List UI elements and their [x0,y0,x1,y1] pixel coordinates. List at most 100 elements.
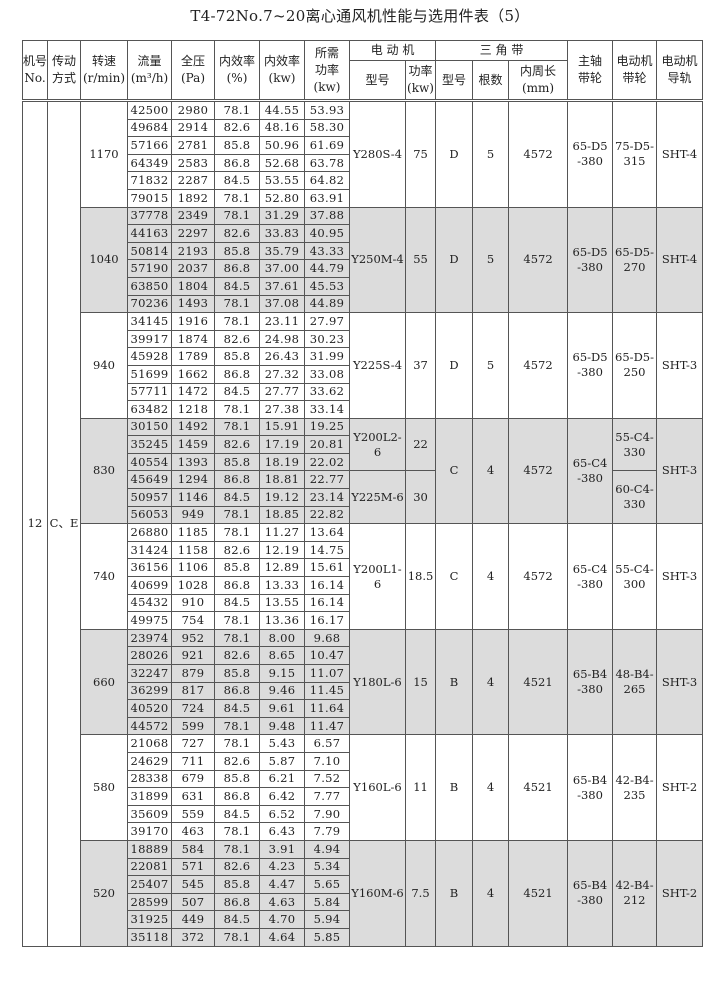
main-pulley-cell: 65-D5 -380 [567,100,614,208]
table-row: 49975 754 78.1 13.36 16.17 [23,611,703,630]
flow-cell: 36299 [127,681,172,701]
pressure-cell: 1393 [171,452,215,472]
eff-kw-cell: 6.21 [259,769,305,789]
eff-kw-cell: 37.61 [259,276,305,296]
flow-cell: 28026 [127,646,172,665]
header-motor-model: 型号 [349,60,406,101]
speed-cell: 940 [80,312,128,419]
required-power-cell: 11.47 [304,716,350,736]
required-power-cell: 23.14 [304,488,350,507]
motor-rail-cell: SHT-4 [656,100,704,208]
main-pulley-cell: 65-D5 -380 [567,206,614,314]
motor-pulley-cell: 65-D5- 270 [612,206,658,314]
required-power-cell: 30.23 [304,329,350,349]
motor-rail-cell: SHT-2 [656,734,704,841]
table-row: 35245 1459 82.6 17.19 20.81 [23,435,703,454]
flow-cell: 71832 [127,171,172,190]
pressure-cell: 724 [171,699,215,718]
belt-type-cell: B [435,628,474,736]
eff-pct-cell: 86.8 [214,892,260,912]
eff-pct-cell: 82.6 [214,857,260,877]
motor-rail-cell: SHT-3 [656,523,704,630]
pressure-cell: 679 [171,769,215,789]
flow-cell: 57166 [127,136,172,155]
pressure-cell: 1106 [171,558,215,578]
motor-power-cell: 37 [404,312,437,419]
required-power-cell: 33.08 [304,364,350,384]
eff-kw-cell: 27.77 [259,382,305,402]
pressure-cell: 2349 [171,206,215,226]
eff-pct-cell: 78.1 [214,611,260,630]
pressure-cell: 949 [171,505,215,525]
motor-model-cell: Y160M-6 [349,839,406,947]
motor-power-cell: 7.5 [404,839,437,947]
belt-count-cell: 4 [472,523,510,630]
eff-pct-cell: 85.8 [214,136,260,155]
required-power-cell: 11.64 [304,699,350,718]
belt-length-cell: 4572 [508,523,569,630]
eff-kw-cell: 26.43 [259,347,305,366]
eff-kw-cell: 33.83 [259,224,305,243]
required-power-cell: 16.14 [304,593,350,613]
eff-pct-cell: 82.6 [214,329,260,349]
motor-pulley-cell: 42-B4- 235 [612,734,658,841]
eff-kw-cell: 6.42 [259,787,305,806]
flow-cell: 40520 [127,699,172,718]
required-power-cell: 40.95 [304,224,350,243]
header-main-pulley: 主轴 带轮 [567,40,614,101]
eff-pct-cell: 78.1 [214,417,260,437]
required-power-cell: 9.68 [304,628,350,648]
eff-kw-cell: 9.46 [259,681,305,701]
table-row: 740 26880 1185 78.1 11.27 13.64 Y200L1-6 18.5 C 4… [23,523,704,630]
main-pulley-cell: 65-D5 -380 [567,312,614,419]
pressure-cell: 1916 [171,312,215,331]
flow-cell: 50814 [127,241,172,261]
flow-cell: 28599 [127,892,172,912]
eff-pct-cell: 85.8 [214,769,260,789]
eff-pct-cell: 78.1 [214,628,260,648]
motor-pulley-cell: 65-D5- 250 [612,312,658,419]
belt-length-cell: 4521 [508,628,569,736]
header-belt-length: 内周长 (mm) [508,60,569,101]
eff-kw-cell: 27.32 [259,364,305,384]
eff-kw-cell: 4.63 [259,892,305,912]
table-row: 830 30150 1492 78.1 15.91 19.25 Y200L2-6 22 C 4 45… [23,417,704,525]
eff-pct-cell: 84.5 [214,593,260,613]
table-row: 79015 1892 78.1 52.80 63.91 [23,188,703,208]
table-row: 49684 2914 82.6 48.16 58.30 [23,118,703,138]
pressure-cell: 1146 [171,488,215,507]
table-row: 22081 571 82.6 4.23 5.34 [23,857,703,877]
header-pressure: 全压 (Pa) [171,40,215,101]
header-drive: 传动 方式 [47,40,81,101]
required-power-cell: 44.89 [304,294,350,314]
eff-pct-cell: 85.8 [214,452,260,472]
eff-pct-cell: 84.5 [214,276,260,296]
motor-model-cell: Y200L1-6 [349,523,406,630]
eff-kw-cell: 52.68 [259,153,305,173]
eff-pct-cell: 78.1 [214,206,260,226]
required-power-cell: 63.78 [304,153,350,173]
eff-kw-cell: 44.55 [259,100,305,120]
required-power-cell: 63.91 [304,188,350,208]
required-power-cell: 22.02 [304,452,350,472]
pressure-cell: 1294 [171,470,215,490]
eff-pct-cell: 85.8 [214,875,260,894]
pressure-cell: 449 [171,910,215,929]
pressure-cell: 1492 [171,417,215,437]
eff-pct-cell: 86.8 [214,153,260,173]
flow-cell: 35118 [127,927,172,947]
table-row: 40554 1393 85.8 18.19 22.02 [23,452,703,472]
table-row: 660 23974 952 78.1 8.00 9.68 Y180L-6 15 B 4 4521 65… [23,628,704,736]
pressure-cell: 507 [171,892,215,912]
table-row: 39170 463 78.1 6.43 7.79 [23,822,703,841]
motor-model-cell: Y250M-4 [349,206,406,314]
pressure-cell: 463 [171,822,215,841]
table-row: 57190 2037 86.8 37.00 44.79 [23,259,703,278]
motor-power-cell: 30 [404,470,437,525]
motor-rail-cell: SHT-3 [656,312,704,419]
eff-pct-cell: 84.5 [214,382,260,402]
header-belt-type: 型号 [435,60,474,101]
eff-kw-cell: 18.85 [259,505,305,525]
required-power-cell: 11.07 [304,664,350,683]
eff-pct-cell: 86.8 [214,259,260,278]
